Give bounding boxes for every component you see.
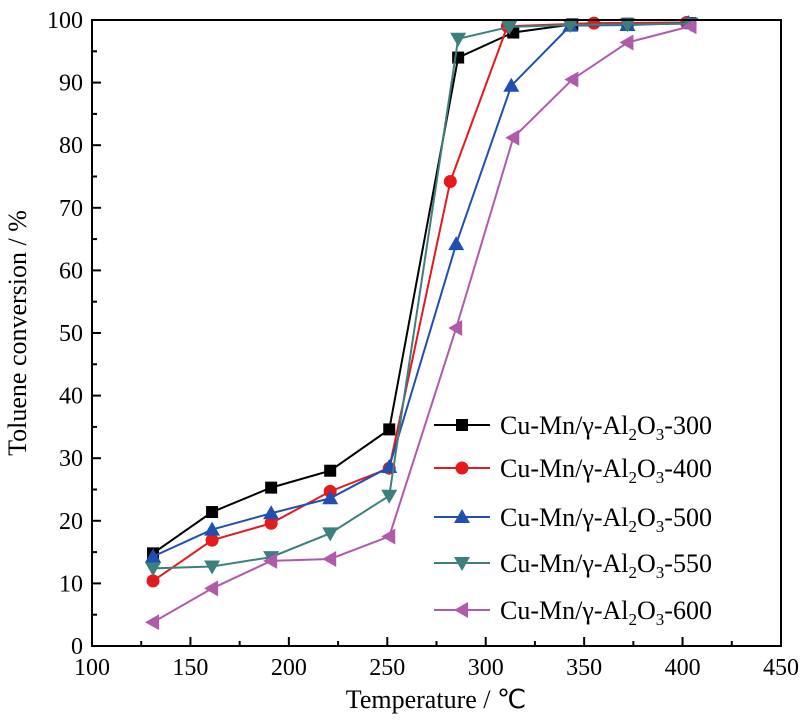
y-tick-label: 30 (59, 446, 83, 472)
y-tick-label: 10 (59, 571, 83, 597)
legend-marker (454, 557, 470, 571)
data-point (322, 490, 339, 505)
legend-marker (455, 461, 469, 475)
data-point (505, 129, 520, 146)
data-point (205, 533, 219, 547)
data-point (503, 77, 520, 92)
data-point (381, 528, 396, 545)
axis-ticks: 100 150 200 250 300 350 400 450 0 10 20 30 40 50 60 70 8… (47, 8, 799, 681)
legend-marker (456, 419, 468, 431)
series-line (152, 21, 687, 582)
data-point (383, 423, 396, 436)
x-axis-label: Temperature / ℃ (346, 685, 526, 714)
legend-marker (454, 509, 470, 523)
series-4 (145, 17, 699, 577)
data-point (448, 236, 465, 251)
data-point (450, 32, 467, 47)
data-point (501, 20, 518, 35)
series-2 (146, 16, 694, 588)
y-tick-label: 70 (59, 196, 83, 222)
data-point (263, 505, 280, 520)
data-point (206, 506, 219, 519)
data-point (443, 175, 457, 189)
legend-item: Cu-Mn/γ-Al2O3-300 (434, 411, 712, 444)
y-axis-label: Toluene conversion / % (3, 210, 32, 456)
data-point (322, 527, 339, 542)
data-point (204, 580, 219, 597)
x-tick-label: 100 (74, 655, 110, 681)
x-tick-label: 300 (468, 655, 504, 681)
data-point (448, 319, 463, 336)
data-point (263, 552, 278, 569)
data-point (562, 19, 579, 34)
legend-item: Cu-Mn/γ-Al2O3-500 (434, 503, 712, 536)
data-point (264, 516, 278, 530)
data-point (146, 574, 160, 588)
x-tick-label: 200 (271, 655, 307, 681)
data-point (204, 560, 221, 575)
data-point (619, 34, 634, 51)
legend-label: Cu-Mn/γ-Al2O3-300 (500, 411, 712, 444)
data-point (619, 18, 636, 33)
data-point (145, 548, 162, 563)
data-point (587, 16, 601, 30)
y-tick-label: 20 (59, 509, 83, 535)
y-tick-label: 100 (47, 8, 83, 34)
data-point (682, 18, 697, 35)
series-group (145, 15, 699, 631)
legend-item: Cu-Mn/γ-Al2O3-550 (434, 549, 712, 582)
legend-marker (454, 602, 468, 618)
data-point (324, 464, 337, 477)
legend-label: Cu-Mn/γ-Al2O3-400 (500, 454, 712, 487)
y-tick-label: 60 (59, 258, 83, 284)
data-point (265, 481, 278, 494)
legend-label: Cu-Mn/γ-Al2O3-500 (500, 503, 712, 536)
legend-item: Cu-Mn/γ-Al2O3-400 (434, 454, 712, 487)
data-point (381, 489, 398, 504)
x-tick-label: 150 (172, 655, 208, 681)
data-point (564, 71, 579, 88)
legend-label: Cu-Mn/γ-Al2O3-600 (500, 596, 712, 629)
y-tick-label: 90 (59, 71, 83, 97)
data-point (204, 521, 221, 536)
x-tick-label: 250 (369, 655, 405, 681)
x-tick-label: 450 (763, 655, 799, 681)
x-tick-label: 350 (566, 655, 602, 681)
legend-item: Cu-Mn/γ-Al2O3-600 (434, 596, 712, 629)
data-point (145, 562, 162, 577)
series-line (152, 25, 691, 624)
plot-frame (91, 19, 782, 647)
y-tick-label: 50 (59, 321, 83, 347)
y-tick-label: 80 (59, 133, 83, 159)
legend-label: Cu-Mn/γ-Al2O3-550 (500, 549, 712, 582)
series-5 (145, 18, 697, 631)
y-tick-label: 40 (59, 384, 83, 410)
legend: Cu-Mn/γ-Al2O3-300 Cu-Mn/γ-Al2O3-400 Cu-Mn/… (434, 411, 712, 629)
series-line (152, 22, 691, 570)
data-point (145, 614, 160, 631)
x-tick-label: 400 (665, 655, 701, 681)
y-tick-label: 0 (71, 634, 83, 660)
data-point (322, 550, 337, 567)
